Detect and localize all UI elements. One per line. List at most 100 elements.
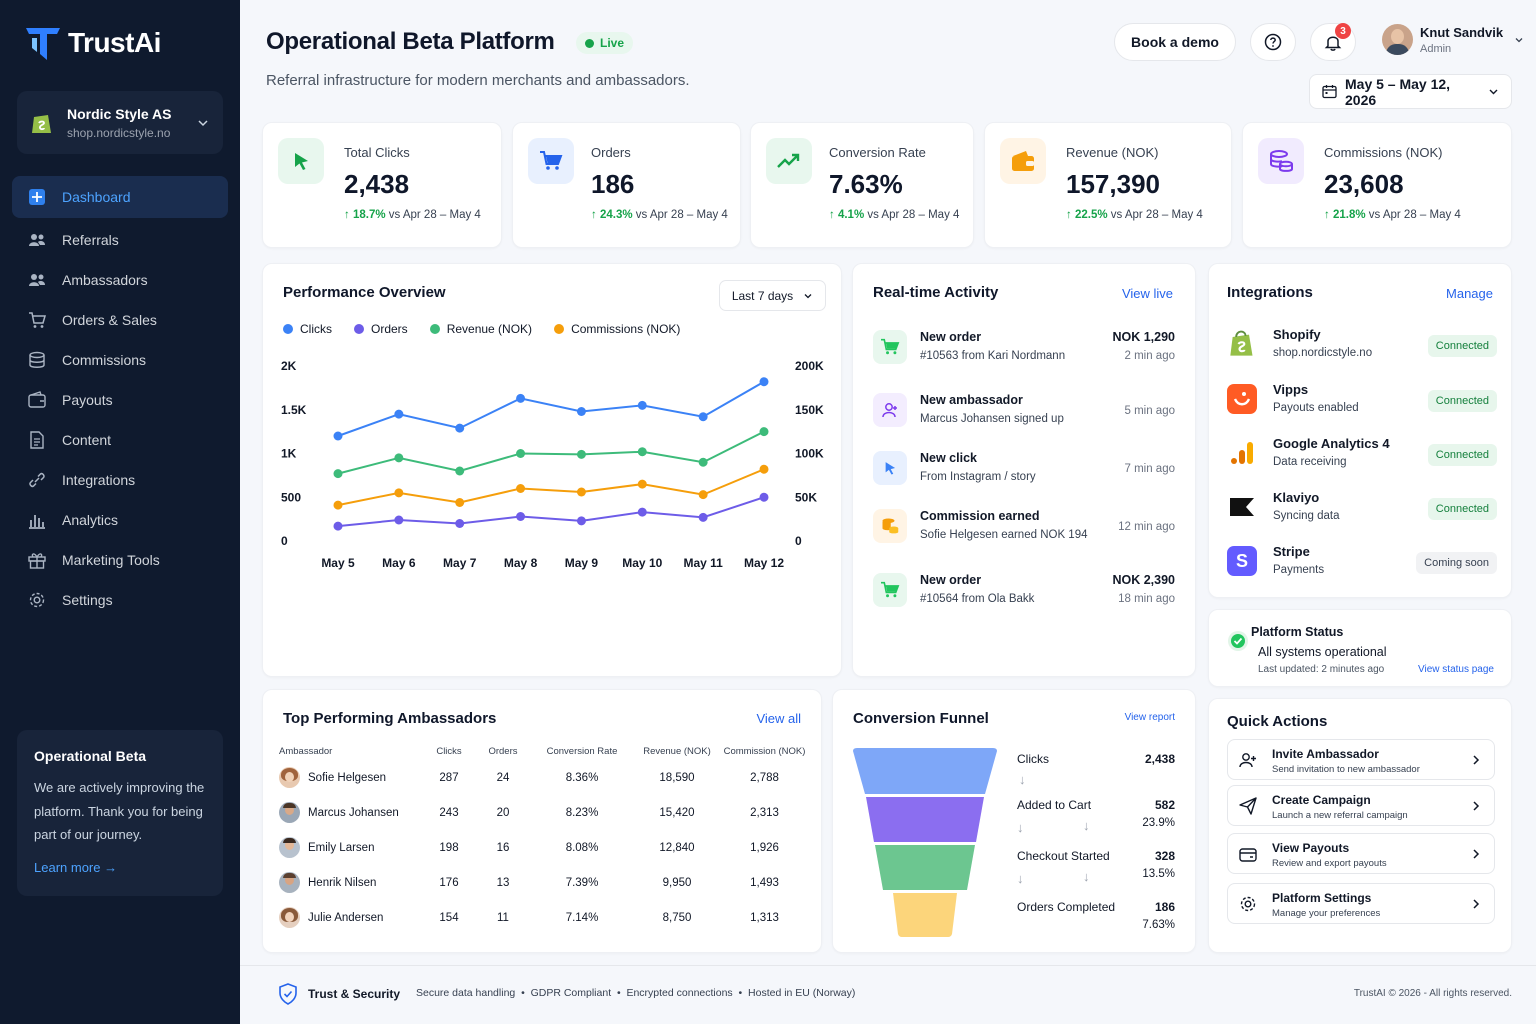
sidebar-item-analytics[interactable]: Analytics (12, 500, 228, 540)
table-row[interactable]: Julie Andersen 154 11 7.14% 8,750 1,313 (279, 900, 812, 935)
activity-item[interactable]: New order #10564 from Ola Bakk NOK 2,390… (873, 573, 1175, 613)
legend-dot-icon (283, 324, 293, 334)
create-campaign-action[interactable]: Create Campaign Launch a new referral ca… (1227, 785, 1495, 826)
legend-dot-icon (554, 324, 565, 334)
x-tick-label: May 12 (744, 556, 784, 570)
realtime-activity-card: Real-time Activity View live New order #… (852, 263, 1196, 677)
sidebar-item-payouts[interactable]: Payouts (12, 380, 228, 420)
table-cell: 20 (496, 806, 510, 819)
table-cell: 8.08% (565, 841, 599, 854)
stripe-icon: S (1227, 546, 1257, 576)
table-cell: 12,840 (659, 841, 695, 854)
column-header[interactable]: Orders (488, 745, 518, 757)
learn-more-link[interactable]: Learn more → (34, 859, 118, 875)
column-header[interactable]: Ambassador (279, 745, 333, 757)
funnel-stage-value: 582 (1154, 798, 1175, 812)
data-point-clicks (637, 400, 647, 410)
table-row[interactable]: Sofie Helgesen 287 24 8.36% 18,590 2,788 (279, 760, 812, 795)
stat-label: Total Clicks (344, 145, 410, 160)
stat-label: Orders (591, 145, 631, 160)
link-icon (29, 472, 45, 488)
activity-item[interactable]: New click From Instagram / story 7 min a… (873, 451, 1175, 491)
x-tick-label: May 10 (622, 556, 662, 570)
view-report-link[interactable]: View report (1124, 712, 1175, 723)
sidebar-item-dashboard[interactable]: Dashboard (12, 176, 228, 218)
data-point-clicks (576, 407, 586, 416)
trust-security-label: Trust & Security (308, 987, 401, 1001)
column-header[interactable]: Commission (NOK) (723, 745, 806, 757)
store-selector[interactable]: Nordic Style AS shop.nordicstyle.no (17, 91, 223, 154)
platform-settings-action[interactable]: Platform Settings Manage your preference… (1227, 883, 1495, 924)
coins-icon (29, 351, 45, 368)
quick-actions-title: Quick Actions (1227, 713, 1328, 730)
column-header[interactable]: Conversion Rate (546, 745, 618, 757)
table-row[interactable]: Emily Larsen 198 16 8.08% 12,840 1,926 (279, 830, 812, 865)
integration-status-badge: Connected (1427, 498, 1497, 520)
activity-time: 5 min ago (1124, 405, 1175, 417)
sidebar-item-integrations[interactable]: Integrations (12, 460, 228, 500)
integration-google-analytics[interactable]: Google Analytics 4 Data receiving Connec… (1227, 436, 1497, 476)
arrow-down-icon: ↓ (1083, 818, 1090, 833)
sidebar-item-orders-sales[interactable]: Orders & Sales (12, 300, 228, 340)
integration-vipps[interactable]: Vipps Payouts enabled Connected (1227, 382, 1497, 422)
column-header[interactable]: Revenue (NOK) (643, 745, 711, 757)
dashboard-icon (29, 189, 45, 205)
brand-name: TrustAi (68, 27, 161, 58)
data-point-orders (759, 492, 769, 502)
klaviyo-icon (1227, 492, 1257, 522)
platform-status-card: Platform Status All systems operational … (1208, 609, 1512, 687)
data-point-orders (637, 507, 647, 517)
view-payouts-action[interactable]: View Payouts Review and export payouts (1227, 833, 1495, 874)
data-point-commissions-nok (455, 498, 465, 507)
sidebar-item-settings[interactable]: Settings (12, 580, 228, 620)
stat-change: ↑ 24.3% vs Apr 28 – May 4 (591, 209, 728, 221)
integration-klaviyo[interactable]: Klaviyo Syncing data Connected (1227, 490, 1497, 530)
view-live-link[interactable]: View live (1121, 286, 1173, 301)
integration-shopify[interactable]: Shopify shop.nordicstyle.no Connected (1227, 327, 1497, 367)
chevron-right-icon (1473, 755, 1480, 765)
brand-logo[interactable]: TrustAi (24, 24, 161, 62)
book-demo-button[interactable]: Book a demo (1114, 23, 1236, 61)
stat-change: ↑ 18.7% vs Apr 28 – May 4 (344, 209, 481, 221)
table-row[interactable]: Henrik Nilsen 176 13 7.39% 9,950 1,493 (279, 865, 812, 900)
sidebar-item-marketing-tools[interactable]: Marketing Tools (12, 540, 228, 580)
legend-item-commissions[interactable]: Commissions (NOK) (554, 322, 680, 336)
date-range-picker[interactable]: May 5 – May 12, 2026 (1309, 74, 1512, 109)
activity-item[interactable]: New ambassador Marcus Johansen signed up… (873, 393, 1175, 433)
y-left-tick-label: 1K (281, 447, 297, 461)
legend-item-revenue[interactable]: Revenue (NOK) (429, 322, 532, 336)
sidebar-item-label: Dashboard (62, 189, 131, 205)
conversion-funnel-card: Conversion Funnel View report Clicks 2,4… (832, 689, 1196, 953)
view-status-page-link[interactable]: View status page (1418, 664, 1494, 675)
manage-integrations-link[interactable]: Manage (1446, 286, 1493, 301)
sidebar-item-referrals[interactable]: Referrals (12, 220, 228, 260)
funnel-stage-value: 328 (1154, 849, 1175, 863)
data-point-clicks (698, 412, 708, 422)
sidebar-item-ambassadors[interactable]: Ambassadors (12, 260, 228, 300)
google-analytics-icon (1227, 438, 1257, 468)
activity-item[interactable]: New order #10563 from Kari Nordmann NOK … (873, 330, 1175, 370)
arrow-down-icon: ↓ (1017, 871, 1024, 886)
gear-icon (1240, 896, 1256, 912)
integration-status-badge: Connected (1427, 444, 1497, 466)
funnel-stage-label: Added to Cart (1017, 798, 1092, 812)
sidebar-item-commissions[interactable]: Commissions (12, 340, 228, 380)
integration-stripe[interactable]: S Stripe Payments Coming soon (1227, 544, 1497, 584)
ambassador-name: Marcus Johansen (308, 806, 399, 819)
legend-item-orders[interactable]: Orders (354, 322, 408, 336)
funnel-stage-label: Checkout Started (1017, 849, 1110, 863)
sidebar-item-content[interactable]: Content (12, 420, 228, 460)
range-select[interactable]: Last 7 days (719, 280, 826, 311)
column-header[interactable]: Clicks (436, 745, 462, 757)
help-button[interactable] (1250, 23, 1296, 61)
legend-item-clicks[interactable]: Clicks (283, 322, 332, 336)
data-point-orders (394, 515, 404, 525)
activity-item[interactable]: Commission earned Sofie Helgesen earned … (873, 509, 1175, 549)
stat-label: Commissions (NOK) (1324, 145, 1443, 160)
trend-up-icon (766, 138, 812, 184)
user-menu[interactable]: Knut Sandvik Admin (1382, 24, 1524, 55)
table-row[interactable]: Marcus Johansen 243 20 8.23% 15,420 2,31… (279, 795, 812, 830)
invite-ambassador-action[interactable]: Invite Ambassador Send invitation to new… (1227, 739, 1495, 780)
activity-title: New click (920, 451, 977, 465)
view-all-ambassadors-link[interactable]: View all (756, 711, 801, 726)
